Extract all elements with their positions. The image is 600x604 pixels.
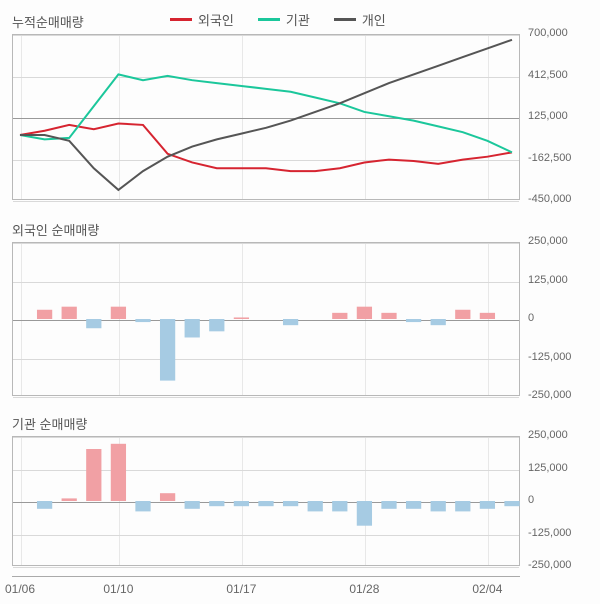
- ytick-label: -162,500: [528, 152, 571, 164]
- panel1-plot-area: [12, 34, 520, 200]
- ytick-label: -125,000: [528, 351, 571, 363]
- ytick-label: 250,000: [528, 235, 568, 247]
- v-gridline: [242, 437, 243, 565]
- h-gridline: [13, 243, 519, 244]
- xtick-label: 01/28: [349, 582, 379, 596]
- ytick-label: -125,000: [528, 527, 571, 539]
- ytick-label: 0: [528, 494, 534, 506]
- v-gridline: [365, 243, 366, 395]
- panel3-title: 기관 순매매량: [12, 414, 87, 433]
- xtick-label: 01/10: [103, 582, 133, 596]
- v-gridline: [119, 437, 120, 565]
- ytick-label: 412,500: [528, 69, 568, 81]
- legend-item: 외국인: [170, 10, 234, 29]
- legend-label: 기관: [286, 10, 310, 29]
- legend-label: 개인: [362, 10, 386, 29]
- x-axis-line: [12, 576, 520, 577]
- panel3-plot-area: [12, 436, 520, 566]
- v-gridline: [21, 437, 22, 565]
- ytick-label: 0: [528, 312, 534, 324]
- v-gridline: [488, 243, 489, 395]
- legend: 외국인 기관 개인: [170, 10, 386, 29]
- panel1-title: 누적순매매량: [12, 12, 84, 31]
- v-gridline: [242, 243, 243, 395]
- v-gridline: [365, 437, 366, 565]
- ytick-label: 125,000: [528, 462, 568, 474]
- h-gridline: [13, 535, 519, 536]
- h-gridline: [13, 160, 519, 161]
- v-gridline: [488, 35, 489, 199]
- legend-swatch: [170, 18, 192, 21]
- xtick-label: 01/06: [5, 582, 35, 596]
- ytick-label: 125,000: [528, 274, 568, 286]
- xtick-label: 01/17: [226, 582, 256, 596]
- v-gridline: [21, 35, 22, 199]
- panel2-title: 외국인 순매매량: [12, 220, 99, 239]
- ytick-label: -450,000: [528, 193, 571, 205]
- zero-line: [13, 118, 519, 119]
- chart-container: 누적순매매량 700,000 412,500 125,000 -162,500 -450,…: [0, 0, 600, 604]
- zero-line: [13, 502, 519, 503]
- h-gridline: [13, 470, 519, 471]
- legend-label: 외국인: [198, 10, 234, 29]
- ytick-label: 700,000: [528, 27, 568, 39]
- zero-line: [13, 320, 519, 321]
- v-gridline: [119, 243, 120, 395]
- ytick-label: -250,000: [528, 389, 571, 401]
- v-gridline: [488, 437, 489, 565]
- v-gridline: [242, 35, 243, 199]
- legend-swatch: [334, 18, 356, 21]
- h-gridline: [13, 35, 519, 36]
- h-gridline: [13, 201, 519, 202]
- v-gridline: [365, 35, 366, 199]
- v-gridline: [21, 243, 22, 395]
- h-gridline: [13, 359, 519, 360]
- legend-item: 개인: [334, 10, 386, 29]
- ytick-label: -250,000: [528, 559, 571, 571]
- h-gridline: [13, 397, 519, 398]
- h-gridline: [13, 567, 519, 568]
- ytick-label: 250,000: [528, 429, 568, 441]
- ytick-label: 125,000: [528, 110, 568, 122]
- legend-item: 기관: [258, 10, 310, 29]
- xtick-label: 02/04: [472, 582, 502, 596]
- legend-swatch: [258, 18, 280, 21]
- h-gridline: [13, 282, 519, 283]
- v-gridline: [119, 35, 120, 199]
- panel2-plot-area: [12, 242, 520, 396]
- h-gridline: [13, 437, 519, 438]
- h-gridline: [13, 77, 519, 78]
